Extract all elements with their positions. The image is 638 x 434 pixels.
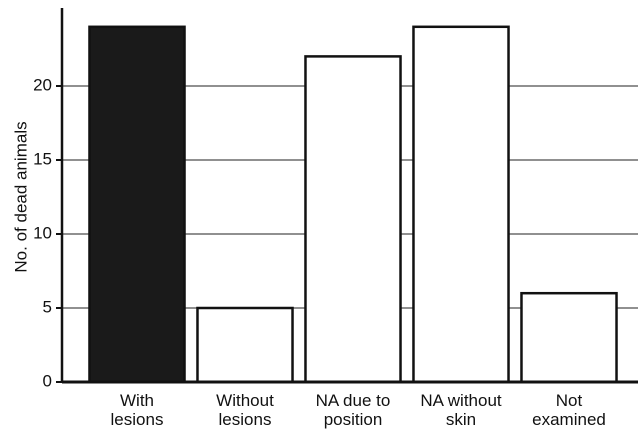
- x-tick-label: NA due to position: [316, 391, 391, 429]
- bar: [520, 291, 618, 384]
- y-tick-label: 20: [33, 75, 52, 94]
- y-tick-label: 15: [33, 149, 52, 168]
- bar: [412, 25, 510, 384]
- x-tick-label: With lesions: [111, 391, 164, 429]
- x-tick-label: Without lesions: [216, 391, 274, 429]
- bar: [196, 306, 294, 384]
- y-tick-label: 0: [43, 371, 52, 390]
- y-tick-label: 10: [33, 223, 52, 242]
- bar: [304, 55, 402, 384]
- x-tick-label: NA without skin: [420, 391, 502, 429]
- x-tick-label: Not examined: [532, 391, 606, 429]
- bar: [88, 25, 186, 384]
- y-tick-label: 5: [43, 297, 52, 316]
- y-axis-label: No. of dead animals: [11, 121, 30, 272]
